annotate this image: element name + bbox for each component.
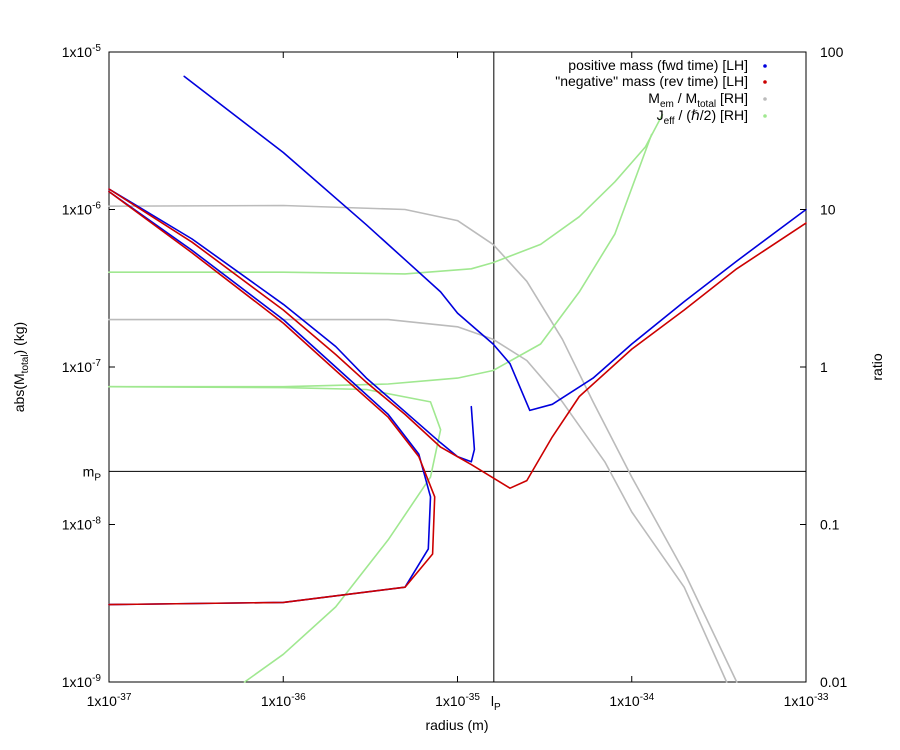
legend-entry-4-p0: J: [657, 107, 664, 123]
y2-axis-label: ratio: [869, 353, 885, 380]
x-tick-base: 1x10: [784, 693, 815, 709]
legend-entry-4: Jeff / (ℏ/2) [RH]: [657, 107, 748, 127]
planck-length-label-sub: P: [494, 702, 501, 713]
x-tick-label: 1x10-36: [261, 692, 306, 709]
y-axis-label-tail: ) (kg): [11, 322, 27, 355]
planck-length-label: lP: [491, 693, 501, 713]
y-axis-label-base: abs(M: [11, 373, 27, 412]
x-tick-base: 1x10: [609, 693, 640, 709]
x-tick-base: 1x10: [261, 693, 292, 709]
y-tick-base: 1x10: [62, 517, 93, 533]
y2-tick-label: 10: [820, 202, 836, 218]
series-line-8: [108, 133, 653, 388]
x-tick-base: 1x10: [435, 693, 466, 709]
y-tick-label: 1x10-8: [62, 516, 102, 533]
y-tick-base: 1x10: [62, 674, 93, 690]
series-line-9: [108, 385, 442, 683]
y-tick-label: 1x10-5: [62, 43, 102, 60]
y-tick-label: 1x10-9: [62, 673, 102, 690]
y-axis-label-sub: total: [20, 354, 31, 373]
series-line-2: [108, 190, 432, 606]
y-tick-exp: -7: [92, 358, 101, 369]
legend-entry-2: "negative" mass (rev time) [LH]: [555, 73, 748, 89]
legend-entry-3-p2: / M: [674, 90, 697, 106]
series-line-5: [108, 204, 738, 683]
x-tick-exp: -34: [640, 692, 655, 703]
planck-mass-label-base: m: [83, 463, 95, 479]
x-tick-exp: -35: [465, 692, 480, 703]
y-tick-label: 1x10-7: [62, 358, 102, 375]
legend-entry-3-p4: [RH]: [716, 90, 748, 106]
y2-tick-label: 100: [820, 44, 844, 60]
planck-length-label-base: l: [491, 693, 494, 709]
legend-entry-1: positive mass (fwd time) [LH]: [568, 57, 748, 73]
x-tick-label: 1x10-37: [87, 692, 132, 709]
x-tick-label: 1x10-35: [435, 692, 480, 709]
planck-mass-label-sub: P: [94, 472, 101, 483]
legend-marker-3: [763, 97, 767, 101]
legend-entry-3-p1: em: [660, 99, 674, 110]
y-tick-exp: -8: [92, 516, 101, 527]
series-line-3: [108, 188, 807, 490]
plot-frame: [108, 51, 807, 683]
legend-entry-3-p0: M: [648, 90, 660, 106]
legend-marker-1: [763, 64, 767, 68]
y-axis-label: abs(Mtotal) (kg): [11, 322, 31, 412]
planck-mass-label: mP: [83, 463, 102, 483]
y-tick-exp: -5: [92, 43, 101, 54]
series-line-6: [108, 318, 728, 683]
y2-tick-label: 1: [820, 359, 828, 375]
legend-entry-4-p2: / (ℏ/2) [RH]: [675, 107, 748, 123]
x-tick-exp: -37: [117, 692, 132, 703]
series-line-0: [183, 75, 807, 412]
x-tick-exp: -36: [291, 692, 306, 703]
series-line-1: [108, 188, 476, 463]
y-tick-exp: -9: [92, 673, 101, 684]
y2-tick-label: 0.1: [820, 517, 840, 533]
legend-entry-3-p3: total: [697, 99, 716, 110]
series-layer: [108, 75, 807, 683]
series-line-4: [108, 190, 436, 606]
legend-marker-2: [763, 80, 767, 84]
legend: positive mass (fwd time) [LH] "negative"…: [555, 57, 767, 127]
legend-entry-3: Mem / Mtotal [RH]: [648, 90, 748, 110]
y-tick-base: 1x10: [62, 44, 93, 60]
x-tick-exp: -33: [814, 692, 829, 703]
x-tick-label: 1x10-33: [784, 692, 829, 709]
y-tick-base: 1x10: [62, 359, 93, 375]
y-tick-exp: -6: [92, 201, 101, 212]
x-tick-base: 1x10: [87, 693, 118, 709]
legend-marker-4: [763, 114, 767, 118]
y-tick-base: 1x10: [62, 202, 93, 218]
tick-layer: 1x10-37 1x10-36 1x10-35 1x10-34 1x10-331x10-…: [62, 43, 848, 709]
legend-entry-4-p1: eff: [664, 116, 675, 127]
y2-tick-label: 0.01: [820, 674, 847, 690]
y-tick-label: 1x10-6: [62, 201, 102, 218]
x-axis-label: radius (m): [425, 717, 488, 733]
series-line-7: [108, 113, 664, 275]
x-tick-label: 1x10-34: [609, 692, 654, 709]
